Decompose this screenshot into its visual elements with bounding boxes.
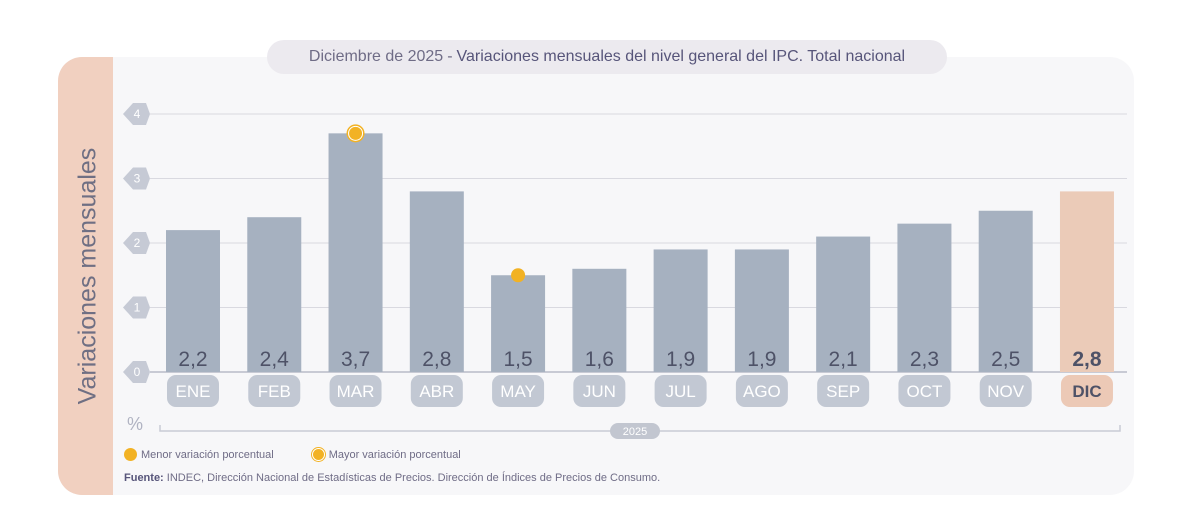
value-label: 2,5	[991, 348, 1020, 371]
month-pill	[492, 375, 545, 407]
value-label: 2,3	[910, 348, 939, 371]
month-pill	[817, 375, 870, 407]
bar-jun	[572, 268, 627, 372]
title-separator: -	[447, 48, 453, 65]
month-pill	[573, 375, 626, 407]
month-pill	[410, 375, 463, 407]
bar-ago	[734, 249, 789, 372]
x-tick-label: SEP	[826, 382, 860, 401]
title-date: Diciembre de 2025	[308, 48, 444, 65]
legend-label-max: Mayor variación porcentual	[328, 448, 461, 461]
x-tick-label: FEB	[258, 382, 291, 401]
min-marker-icon	[124, 448, 137, 461]
bar-jul	[653, 249, 708, 372]
month-pill	[329, 375, 382, 407]
month-pill	[248, 375, 301, 407]
legend: Menor variación porcentual Mayor variaci…	[124, 448, 461, 461]
month-pill	[898, 375, 951, 407]
month-pill	[1060, 375, 1113, 407]
y-tick-label: 1	[134, 301, 141, 315]
bar-nov	[978, 210, 1033, 372]
value-label: 2,8	[1072, 348, 1102, 371]
month-pill	[167, 375, 219, 407]
y-tick-label: 4	[134, 107, 141, 121]
max-marker-icon	[311, 448, 325, 461]
max-marker	[346, 124, 365, 143]
legend-item-max: Mayor variación porcentual	[311, 448, 461, 461]
value-label: 2,1	[829, 348, 858, 371]
month-pill	[979, 375, 1032, 407]
source-label: Fuente:	[124, 472, 164, 484]
bar-ene	[166, 230, 220, 372]
y-tick-badge	[123, 232, 150, 254]
y-tick-badge	[123, 296, 150, 319]
source-note: Fuente: INDEC, Dirección Nacional de Est…	[124, 472, 660, 484]
chart-title: Diciembre de 2025 - Variaciones mensuale…	[267, 40, 947, 74]
x-tick-label: JUL	[666, 382, 696, 401]
value-label: 1,6	[585, 348, 614, 371]
x-tick-label: MAR	[337, 382, 375, 401]
y-tick-label: 0	[134, 365, 141, 379]
y-unit-label: %	[127, 414, 143, 434]
y-tick-label: 2	[134, 236, 141, 250]
x-tick-label: AGO	[743, 382, 781, 401]
bar-dic	[1059, 191, 1114, 372]
y-tick-badge	[123, 361, 150, 383]
x-tick-label: JUN	[583, 382, 616, 401]
year-pill	[610, 423, 660, 439]
value-label: 2,4	[260, 348, 290, 371]
x-tick-label: ENE	[176, 382, 211, 401]
value-label: 2,8	[422, 348, 451, 371]
value-label: 2,2	[178, 348, 207, 371]
x-tick-label: NOV	[987, 382, 1025, 401]
min-marker	[511, 268, 526, 283]
max-marker-ring	[348, 125, 364, 141]
y-tick-badge	[123, 103, 150, 125]
value-label: 1,5	[503, 348, 532, 371]
year-label: 2025	[623, 426, 647, 438]
bar-mar	[328, 133, 383, 372]
side-band	[58, 57, 113, 495]
value-label: 1,9	[666, 348, 695, 371]
month-pill	[735, 375, 788, 407]
legend-label-min: Menor variación porcentual	[141, 448, 274, 461]
x-tick-label: DIC	[1072, 382, 1101, 401]
bar-feb	[247, 217, 302, 372]
x-tick-label: MAY	[500, 382, 536, 401]
legend-item-min: Menor variación porcentual	[124, 448, 274, 461]
value-label: 3,7	[341, 348, 370, 371]
bar-abr	[409, 191, 464, 372]
x-tick-label: OCT	[906, 382, 942, 401]
month-pill	[654, 375, 707, 407]
y-tick-badge	[123, 167, 150, 190]
title-main: Variaciones mensuales del nivel general …	[456, 48, 906, 65]
value-label: 1,9	[747, 348, 776, 371]
x-tick-label: ABR	[419, 382, 454, 401]
source-text: INDEC, Dirección Nacional de Estadística…	[166, 472, 661, 484]
y-tick-label: 3	[134, 172, 141, 186]
bar-oct	[897, 223, 952, 372]
bar-may	[491, 275, 546, 372]
bar-sep	[816, 236, 871, 372]
